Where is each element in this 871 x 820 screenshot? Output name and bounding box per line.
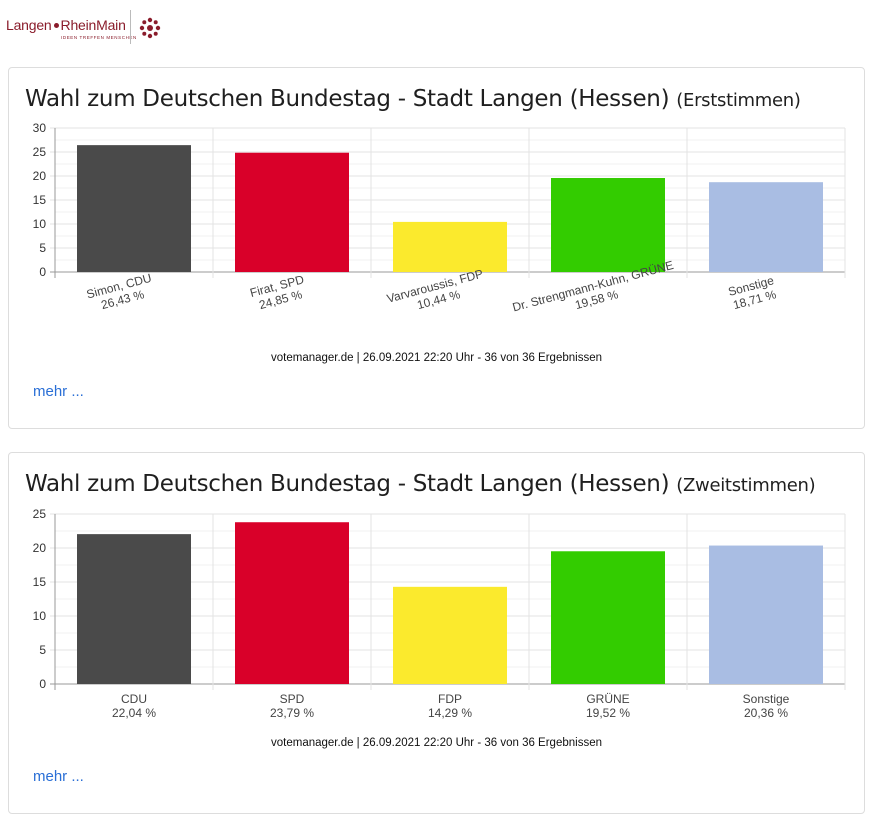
y-tick-label: 0 <box>39 265 46 279</box>
y-tick-label: 25 <box>33 507 47 521</box>
more-link[interactable]: mehr ... <box>33 768 84 785</box>
crest-icon <box>139 17 161 39</box>
erststimmen-panel: Wahl zum Deutschen Bundestag - Stadt Lan… <box>8 67 865 429</box>
bar-sonstige <box>709 545 823 684</box>
category-label: FDP <box>438 692 462 706</box>
bar-simon-cdu <box>77 145 191 272</box>
bar-sonstige <box>709 182 823 272</box>
y-tick-label: 10 <box>33 217 47 231</box>
category-label: Sonstige <box>743 692 790 706</box>
y-tick-label: 10 <box>33 609 47 623</box>
zweitstimmen-panel: Wahl zum Deutschen Bundestag - Stadt Lan… <box>8 452 865 814</box>
category-label: SPD <box>280 692 305 706</box>
y-tick-label: 15 <box>33 193 47 207</box>
bar-dr-strengmann-kuhn-grüne <box>551 178 665 272</box>
category-label: GRÜNE <box>586 692 629 706</box>
y-tick-label: 5 <box>39 643 46 657</box>
value-label: 20,36 % <box>744 706 788 720</box>
langen-logo[interactable]: Langen RheinMain IDEEN TREFFEN MENSCHEN <box>6 10 166 46</box>
bar-varvaroussis-fdp <box>393 221 507 272</box>
y-tick-label: 20 <box>33 541 47 555</box>
y-tick-label: 5 <box>39 241 46 255</box>
more-link[interactable]: mehr ... <box>33 383 84 400</box>
value-label: 22,04 % <box>112 706 156 720</box>
bar-fdp <box>393 586 507 684</box>
y-tick-label: 30 <box>33 121 47 135</box>
value-label: 19,52 % <box>586 706 630 720</box>
y-tick-label: 15 <box>33 575 47 589</box>
logo-wordmark: Langen RheinMain <box>6 17 126 33</box>
bar-firat-spd <box>235 152 349 272</box>
logo-divider <box>130 10 131 44</box>
bar-spd <box>235 522 349 684</box>
source-line: votemanager.de | 26.09.2021 22:20 Uhr - … <box>271 352 602 364</box>
bar-cdu <box>77 534 191 684</box>
value-label: 14,29 % <box>428 706 472 720</box>
panel-title: Wahl zum Deutschen Bundestag - Stadt Lan… <box>25 471 816 497</box>
logo-tagline: IDEEN TREFFEN MENSCHEN <box>61 35 137 40</box>
bar-grüne <box>551 551 665 684</box>
category-label: CDU <box>121 692 147 706</box>
y-tick-label: 20 <box>33 169 47 183</box>
source-line: votemanager.de | 26.09.2021 22:20 Uhr - … <box>271 737 602 749</box>
value-label: 23,79 % <box>270 706 314 720</box>
y-tick-label: 0 <box>39 677 46 691</box>
y-tick-label: 25 <box>33 145 47 159</box>
panel-title: Wahl zum Deutschen Bundestag - Stadt Lan… <box>25 86 801 112</box>
